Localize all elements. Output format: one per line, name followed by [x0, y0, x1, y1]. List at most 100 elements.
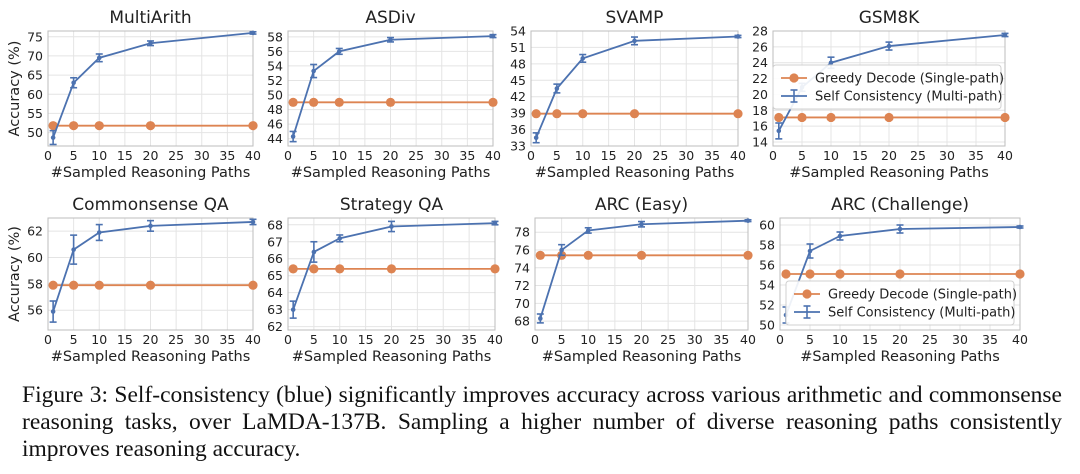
y-tick-label: 54	[510, 24, 526, 39]
data-point	[533, 135, 539, 141]
x-tick-label: 5	[806, 332, 814, 347]
y-tick-label: 56	[759, 258, 775, 273]
y-tick-label: 72	[514, 278, 530, 293]
data-point	[781, 269, 791, 279]
legend-greedy-label: Greedy Decode (Single-path)	[815, 72, 1004, 87]
greedy-series	[288, 97, 498, 107]
y-tick-label: 70	[514, 296, 530, 311]
self-consistency-series	[536, 218, 752, 324]
data-point	[1015, 269, 1025, 279]
x-tick-label: 40	[485, 148, 501, 163]
y-tick-label: 68	[267, 217, 283, 232]
self-consistency-series	[532, 34, 742, 144]
x-axis-label: #Sampled Reasoning Paths	[51, 165, 251, 181]
plot-frame	[287, 30, 494, 147]
greedy-series	[531, 109, 743, 119]
x-tick-label: 5	[310, 148, 318, 163]
greedy-series	[48, 121, 258, 131]
y-tick-label: 44	[267, 131, 283, 146]
x-axis-label: #Sampled Reasoning Paths	[535, 165, 735, 181]
data-point	[50, 135, 56, 140]
x-tick-label: 30	[939, 148, 955, 163]
y-tick-label: 65	[267, 268, 283, 283]
y-tick-label: 60	[759, 218, 775, 233]
y-tick-label: 50	[27, 125, 43, 140]
x-tick-label: 40	[1012, 332, 1028, 347]
chart-title: ARC (Easy)	[595, 195, 688, 215]
data-point	[538, 316, 543, 321]
x-tick-label: 25	[168, 148, 184, 163]
y-tick-label: 33	[510, 139, 526, 154]
data-point	[807, 248, 813, 254]
data-point	[578, 109, 588, 119]
x-tick-label: 10	[575, 148, 591, 163]
y-tick-label: 58	[759, 238, 775, 253]
figure-3: 0 5 10 15 20 25 30 35 40505560657075MultiArith#S…	[7, 8, 1028, 365]
legend-greedy-marker	[802, 289, 812, 299]
data-point	[148, 40, 153, 46]
x-tick-label: 30	[678, 148, 694, 163]
x-axis-label: #Sampled Reasoning Paths	[542, 349, 742, 365]
data-point	[554, 86, 560, 91]
x-tick-label: 0	[527, 148, 535, 163]
self-consistency-series	[782, 224, 1024, 324]
chart-title: ARC (Challenge)	[831, 195, 969, 215]
y-tick-label: 78	[514, 225, 530, 240]
series-line	[52, 221, 254, 312]
x-tick-label: 25	[408, 148, 424, 163]
x-tick-label: 15	[117, 148, 133, 163]
data-point	[492, 220, 498, 226]
data-point	[388, 37, 393, 43]
data-point	[1000, 112, 1010, 123]
chart-title: Strategy QA	[340, 195, 444, 215]
data-point	[248, 121, 258, 131]
data-point	[745, 218, 751, 223]
chart-panel-1: 0 5 10 15 20 25 30 35 40 50 55 60 65 70 75 MultiArith #S…	[7, 8, 261, 181]
y-tick-label: 58	[27, 276, 43, 291]
data-point	[837, 233, 843, 239]
data-point	[826, 112, 836, 123]
y-tick-label: 22	[752, 71, 768, 86]
self-consistency-series	[289, 33, 497, 143]
data-point	[48, 121, 58, 131]
x-tick-label: 15	[357, 148, 373, 163]
self-consistency-series	[49, 30, 257, 146]
x-tick-label: 0	[284, 148, 292, 163]
y-tick-label: 20	[752, 87, 768, 102]
x-tick-label: 10	[823, 148, 839, 163]
x-tick-label: 0	[44, 332, 52, 347]
greedy-series	[288, 264, 500, 274]
data-point	[895, 269, 905, 279]
x-tick-label: 10	[832, 332, 848, 347]
data-point	[69, 121, 79, 131]
y-tick-label: 39	[510, 106, 526, 121]
chart-panel-4: 0 5 10 15 20 25 30 35 401416182022242628GSM8K#Sa…	[752, 8, 1013, 181]
x-tick-label: 10	[580, 332, 596, 347]
x-tick-label: 35	[219, 332, 235, 347]
data-point	[48, 280, 58, 290]
y-tick-label: 24	[752, 55, 768, 70]
y-tick-label: 66	[267, 251, 283, 266]
data-point	[386, 264, 397, 274]
x-tick-label: 10	[332, 332, 348, 347]
x-tick-label: 30	[952, 332, 968, 347]
x-tick-label: 10	[91, 148, 107, 163]
x-tick-label: 15	[358, 332, 374, 347]
data-point	[250, 30, 256, 36]
data-point	[531, 109, 541, 119]
plot-frame	[530, 30, 739, 147]
data-point	[774, 112, 784, 123]
y-tick-label: 70	[27, 48, 43, 63]
x-tick-label: 40	[997, 148, 1013, 163]
legend-box	[785, 280, 1015, 326]
data-point	[311, 68, 316, 74]
self-consistency-series	[49, 218, 257, 323]
legend: Greedy Decode (Single-path) Self Consiste…	[772, 64, 1004, 110]
data-point	[884, 112, 894, 123]
plot-frame	[47, 30, 254, 147]
figure-caption: Figure 3: Self-consistency (blue) signif…	[22, 382, 1062, 462]
y-tick-label: 62	[27, 224, 43, 239]
y-tick-label: 74	[514, 260, 530, 275]
legend-greedy-marker	[789, 73, 799, 83]
